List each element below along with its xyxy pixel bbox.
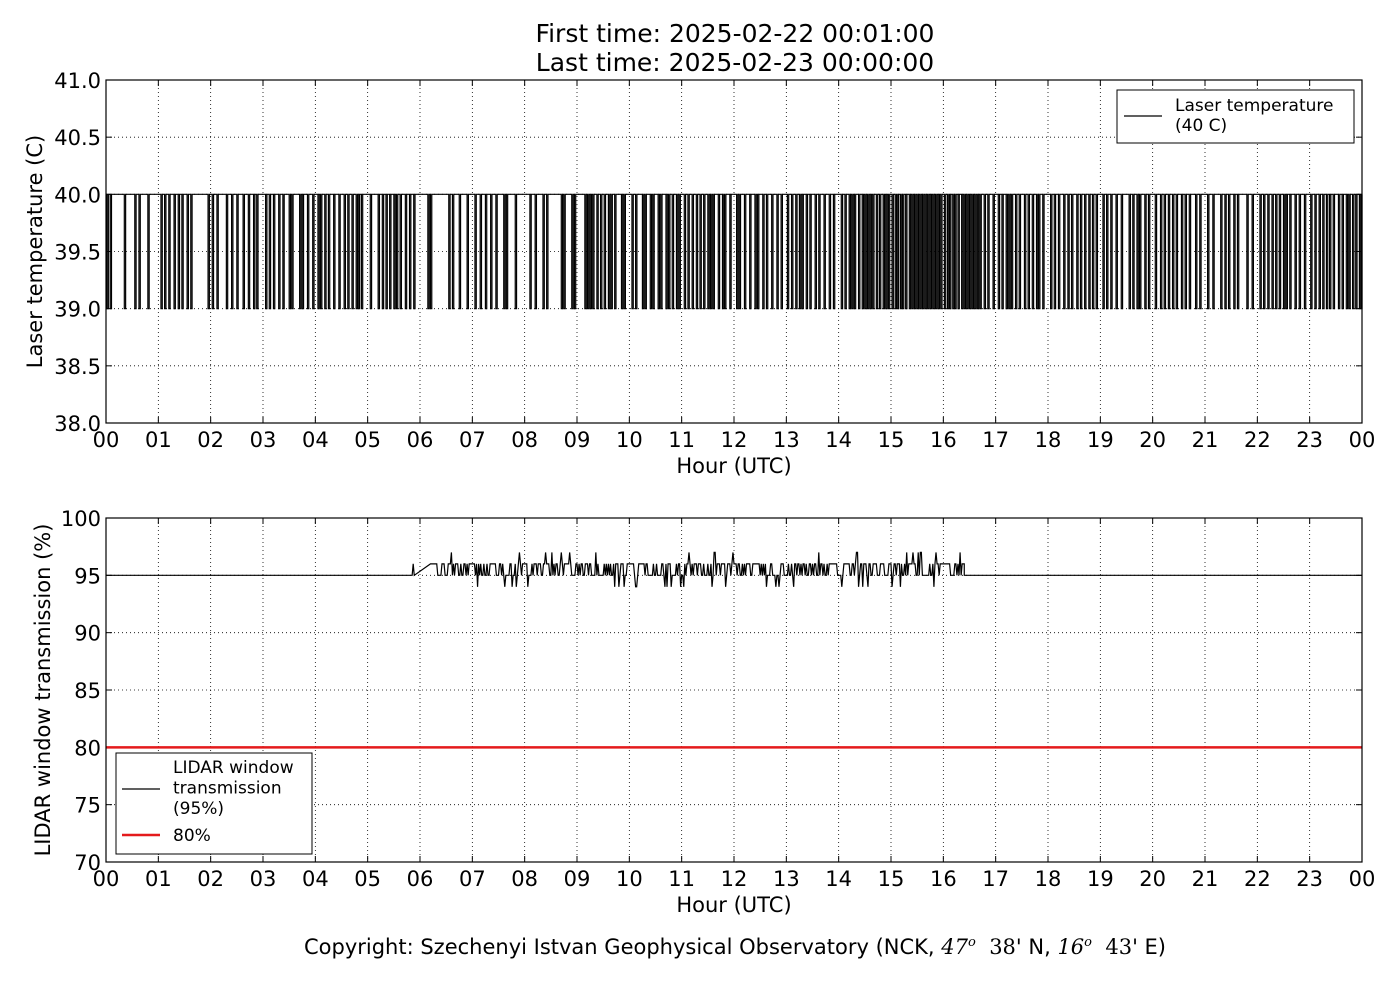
lidar-transmission-series — [106, 551, 1362, 588]
lidar-legend-label: LIDAR window — [173, 758, 294, 778]
laser-y-tick-label: 39.0 — [54, 298, 101, 322]
lidar-x-tick-label: 04 — [302, 867, 329, 891]
laser-x-tick-label: 22 — [1244, 428, 1271, 452]
first-time-title: First time: 2025-02-22 00:01:00 — [535, 19, 935, 48]
lidar-x-tick-label: 11 — [668, 867, 695, 891]
lidar-y-tick-label: 90 — [74, 622, 101, 646]
laser-x-tick-label: 01 — [145, 428, 172, 452]
longitude-degree-sign: o — [1084, 935, 1092, 950]
laser-x-tick-label: 13 — [773, 428, 800, 452]
last-time-title: Last time: 2025-02-23 00:00:00 — [535, 48, 935, 77]
laser-x-tick-label: 11 — [668, 428, 695, 452]
laser-x-tick-label: 20 — [1139, 428, 1166, 452]
laser-x-tick-label: 00 — [1349, 428, 1376, 452]
lidar-x-tick-label: 05 — [354, 867, 381, 891]
lidar-y-tick-label: 95 — [74, 564, 101, 588]
lidar-x-tick-label: 01 — [145, 867, 172, 891]
lidar-x-tick-label: 14 — [825, 867, 852, 891]
lidar-x-tick-label: 08 — [511, 867, 538, 891]
laser-x-tick-label: 19 — [1087, 428, 1114, 452]
lidar-x-tick-label: 03 — [250, 867, 277, 891]
lidar-x-tick-label: 13 — [773, 867, 800, 891]
laser-x-tick-label: 08 — [511, 428, 538, 452]
laser-x-tick-label: 16 — [930, 428, 957, 452]
latitude-degrees: 47 — [941, 935, 968, 959]
laser-x-tick-label: 04 — [302, 428, 329, 452]
latitude-degree-sign: o — [968, 935, 976, 950]
laser-y-axis-label: Laser temperature (C) — [23, 135, 47, 368]
longitude-degrees: 16 — [1057, 935, 1085, 959]
laser-x-tick-label: 05 — [354, 428, 381, 452]
laser-y-tick-label: 39.5 — [54, 241, 101, 265]
laser-x-tick-label: 15 — [878, 428, 905, 452]
laser-legend-label: (40 C) — [1175, 116, 1227, 136]
lidar-x-tick-label: 00 — [93, 867, 120, 891]
lidar-x-tick-label: 06 — [407, 867, 434, 891]
laser-x-tick-label: 21 — [1192, 428, 1219, 452]
latitude-suffix: ' N, — [1015, 935, 1058, 959]
laser-temperature-series — [106, 193, 1363, 310]
lidar-x-tick-label: 10 — [616, 867, 643, 891]
laser-x-tick-label: 00 — [93, 428, 120, 452]
latitude-minutes: 38 — [989, 935, 1016, 959]
threshold-legend-label: 80% — [173, 826, 211, 846]
lidar-legend-label: transmission — [173, 779, 282, 799]
copyright-prefix: Copyright: Szechenyi Istvan Geophysical … — [303, 935, 942, 959]
laser-legend-label: Laser temperature — [1175, 96, 1333, 116]
laser-x-tick-label: 12 — [721, 428, 748, 452]
lidar-x-tick-label: 16 — [930, 867, 957, 891]
laser-x-tick-label: 09 — [564, 428, 591, 452]
laser-y-tick-label: 40.5 — [54, 126, 101, 150]
lidar-x-tick-label: 20 — [1139, 867, 1166, 891]
laser-y-tick-label: 41.0 — [54, 69, 101, 93]
lidar-x-tick-label: 15 — [878, 867, 905, 891]
laser-x-tick-label: 23 — [1296, 428, 1323, 452]
laser-axes-frame — [105, 79, 1363, 424]
laser-x-axis-label: Hour (UTC) — [676, 454, 791, 478]
laser-y-tick-label: 38.5 — [54, 355, 101, 379]
laser-x-tick-label: 18 — [1035, 428, 1062, 452]
laser-x-tick-label: 06 — [407, 428, 434, 452]
lidar-x-tick-label: 21 — [1192, 867, 1219, 891]
lidar-x-tick-label: 02 — [197, 867, 224, 891]
laser-y-tick-label: 38.0 — [54, 412, 101, 436]
lidar-legend-box — [115, 752, 313, 855]
laser-x-tick-label: 10 — [616, 428, 643, 452]
lidar-x-tick-label: 17 — [982, 867, 1009, 891]
lidar-x-axis-label: Hour (UTC) — [676, 893, 791, 917]
longitude-suffix: ' E) — [1132, 935, 1167, 959]
lidar-x-tick-label: 22 — [1244, 867, 1271, 891]
lidar-x-tick-label: 12 — [721, 867, 748, 891]
laser-x-tick-label: 02 — [197, 428, 224, 452]
lidar-x-tick-label: 19 — [1087, 867, 1114, 891]
lidar-transmission-panel: 00 01 02 03 04 05 06 07 08 09 10 11 12 13 14 15 16 17 18 19… — [31, 507, 1375, 917]
lidar-y-axis-label: LIDAR window transmission (%) — [31, 524, 55, 857]
lidar-x-tick-label: 00 — [1349, 867, 1376, 891]
laser-legend: Laser temperature(40 C) — [1116, 89, 1355, 144]
laser-x-tick-label: 17 — [982, 428, 1009, 452]
lidar-x-tick-label: 18 — [1035, 867, 1062, 891]
lidar-y-tick-label: 85 — [74, 679, 101, 703]
laser-temperature-panel: 00 01 02 03 04 05 06 07 08 09 10 11 12 13 14 15 16 17 18 19… — [23, 69, 1375, 478]
lidar-y-tick-label: 80 — [74, 736, 101, 760]
lidar-axes-frame — [105, 517, 1363, 863]
lidar-y-tick-label: 70 — [74, 851, 101, 875]
lidar-y-tick-label: 100 — [61, 507, 101, 531]
longitude-minutes: 43 — [1105, 935, 1133, 959]
laser-x-tick-label: 07 — [459, 428, 486, 452]
laser-y-tick-label: 40.0 — [54, 183, 101, 207]
lidar-x-tick-label: 09 — [564, 867, 591, 891]
lidar-x-tick-label: 23 — [1296, 867, 1323, 891]
laser-x-tick-label: 14 — [825, 428, 852, 452]
lidar-legend-label: (95%) — [173, 799, 224, 819]
copyright-footer: Copyright: Szechenyi Istvan Geophysical … — [0, 935, 1400, 959]
lidar-y-tick-label: 75 — [74, 794, 101, 818]
lidar-x-tick-label: 07 — [459, 867, 486, 891]
laser-x-tick-label: 03 — [250, 428, 277, 452]
